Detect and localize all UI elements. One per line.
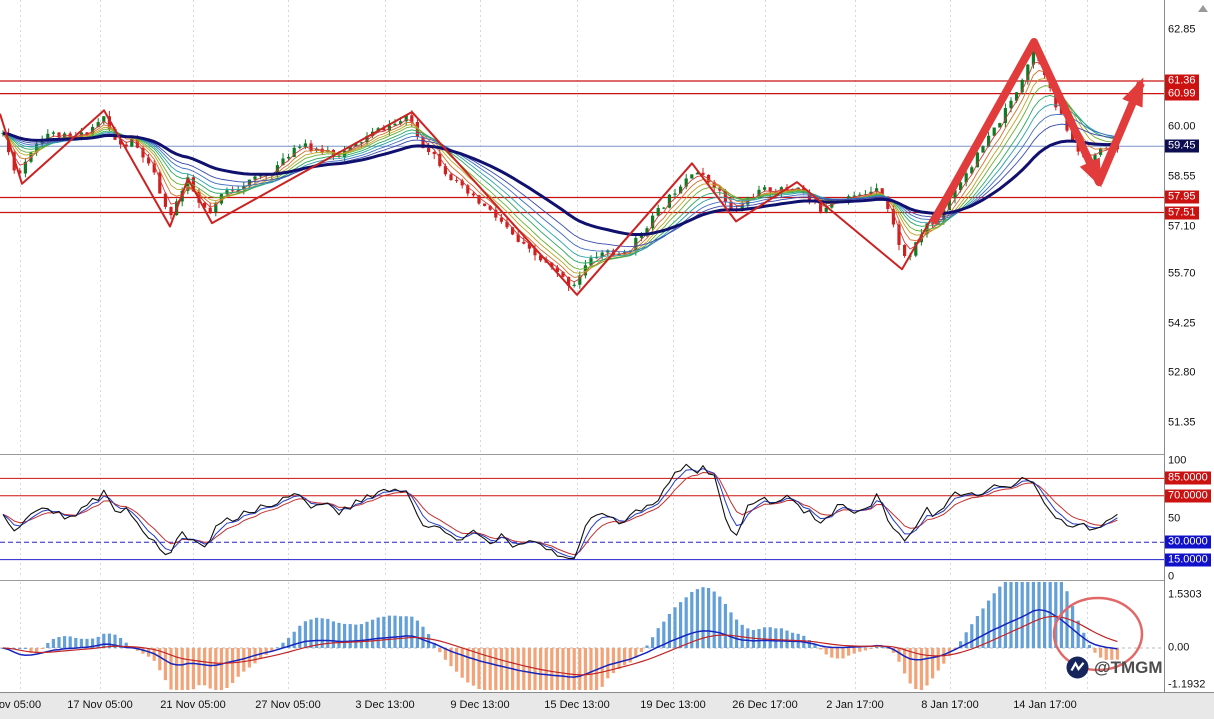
price-chart-canvas[interactable] <box>0 0 1164 692</box>
price-axis-label: 61.36 <box>1165 74 1199 88</box>
macd-axis-label: -1.1932 <box>1168 678 1206 691</box>
time-axis-label: 8 Jan 17:00 <box>921 699 979 711</box>
time-axis-label: 3 Dec 13:00 <box>355 699 415 711</box>
price-axis-label: 58.55 <box>1168 170 1196 183</box>
price-axis-label: 54.25 <box>1168 317 1196 330</box>
time-axis-label: 2 Jan 17:00 <box>826 699 884 711</box>
time-axis-label: 19 Dec 13:00 <box>640 699 706 711</box>
price-axis-label: 57.95 <box>1165 190 1199 204</box>
time-axis-label: 26 Dec 17:00 <box>732 699 798 711</box>
panel-separator[interactable] <box>0 580 1164 581</box>
oscillator-axis-label: 50 <box>1168 512 1181 525</box>
time-axis-label: 17 Nov 05:00 <box>67 699 133 711</box>
oscillator-axis-label: 15.0000 <box>1165 553 1211 567</box>
oscillator-axis-label: 0 <box>1168 570 1175 583</box>
time-axis-label: 27 Nov 05:00 <box>255 699 321 711</box>
watermark: @TMGM <box>1066 656 1163 679</box>
tmgm-logo-icon <box>1066 656 1089 679</box>
price-axis-label: 59.45 <box>1165 139 1199 153</box>
price-axis-label: 60.00 <box>1168 120 1196 133</box>
watermark-text: @TMGM <box>1094 657 1163 677</box>
price-axis-label: 52.80 <box>1168 366 1196 379</box>
panel-separator[interactable] <box>0 454 1164 455</box>
time-axis-label: ov 05:00 <box>0 699 42 711</box>
macd-axis-label: 0.00 <box>1168 641 1190 654</box>
macd-axis-label: 1.5303 <box>1168 588 1202 601</box>
price-axis-label: 62.85 <box>1168 23 1196 36</box>
axis-scroll-icon[interactable] <box>1198 5 1208 12</box>
price-axis-label: 60.99 <box>1165 87 1199 101</box>
oscillator-axis-label: 100 <box>1168 454 1187 467</box>
price-axis-label: 57.10 <box>1168 220 1196 232</box>
oscillator-axis-label: 30.0000 <box>1165 535 1211 549</box>
time-axis-label: 14 Jan 17:00 <box>1013 699 1077 711</box>
oscillator-axis-label: 85.0000 <box>1165 471 1211 485</box>
price-axis-label: 55.70 <box>1168 267 1196 280</box>
time-axis-label: 21 Nov 05:00 <box>160 699 226 711</box>
price-axis-label: 51.35 <box>1168 416 1196 429</box>
time-axis[interactable]: ov 05:00 17 Nov 05:00 21 Nov 05:00 27 Nov 0… <box>0 692 1214 719</box>
price-axis-label: 57.51 <box>1165 206 1199 219</box>
time-axis-label: 15 Dec 13:00 <box>544 699 610 711</box>
time-axis-label: 9 Dec 13:00 <box>450 699 510 711</box>
oscillator-axis-label: 70.0000 <box>1165 489 1211 503</box>
price-axis[interactable]: 62.85 61.36 60.99 60.00 59.45 58.55 57.95 57.51… <box>1164 0 1214 692</box>
